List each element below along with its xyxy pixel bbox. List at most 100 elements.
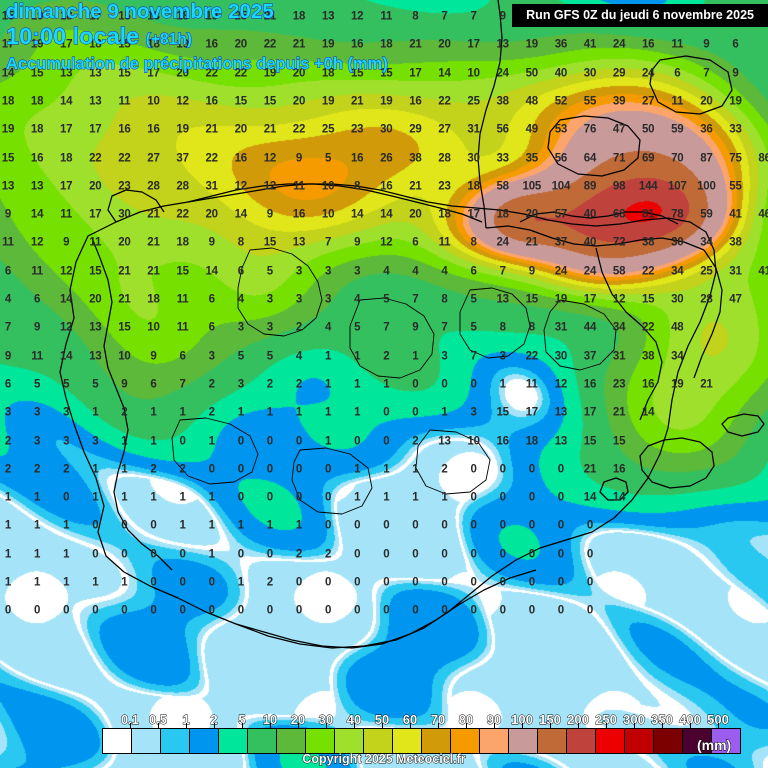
grid-value: 13 (496, 293, 509, 306)
grid-value: 0 (470, 463, 477, 476)
grid-value: 1 (63, 547, 70, 560)
legend-swatch-5 (248, 729, 277, 753)
grid-value: 48 (671, 321, 684, 334)
grid-value: 72 (612, 236, 626, 249)
grid-value: 19 (176, 123, 189, 136)
grid-value: 57 (554, 208, 568, 221)
grid-value: 0 (179, 547, 186, 560)
grid-value: 3 (266, 293, 273, 306)
grid-value: 15 (118, 321, 131, 334)
grid-value: 22 (205, 66, 218, 79)
grid-value: 21 (700, 378, 713, 391)
grid-value: 1 (441, 406, 448, 419)
legend-swatch-21 (712, 729, 740, 753)
grid-value: 21 (147, 236, 160, 249)
grid-value: 4 (237, 293, 244, 306)
grid-value: 5 (324, 151, 332, 164)
grid-value: 7 (412, 293, 419, 306)
grid-value: 0 (383, 406, 390, 419)
grid-value: 3 (499, 349, 506, 362)
grid-value: 0 (266, 434, 273, 447)
grid-value: 1 (354, 378, 361, 391)
grid-value: 3 (295, 293, 303, 306)
forecast-lead-time: (+81h) (145, 30, 192, 48)
grid-value: 2 (324, 547, 332, 560)
grid-value: 0 (470, 604, 477, 617)
grid-value: 1 (150, 434, 157, 447)
grid-value: 3 (63, 434, 70, 447)
grid-value: 3 (470, 406, 477, 419)
grid-value: 15 (583, 434, 597, 447)
grid-value: 0 (179, 576, 186, 589)
grid-value: 21 (583, 463, 597, 476)
grid-value: 18 (438, 208, 451, 221)
legend-swatch-8 (335, 729, 364, 753)
grid-value: 14 (350, 208, 364, 221)
grid-value: 1 (354, 463, 361, 476)
grid-value: 22 (438, 95, 451, 108)
grid-value: 0 (237, 434, 244, 447)
grid-value: 21 (118, 293, 131, 306)
grid-value: 15 (263, 95, 277, 108)
legend-unit-label: (mm) (696, 737, 732, 754)
grid-value: 15 (641, 293, 655, 306)
grid-value: 18 (147, 10, 160, 23)
mediterranean-coast-east (693, 249, 723, 379)
grid-value: 1 (354, 406, 361, 419)
grid-value: 1 (150, 491, 157, 504)
grid-value: 0 (412, 406, 419, 419)
grid-value: 0 (412, 604, 419, 617)
grid-value: 5 (470, 293, 477, 306)
grid-value: 22 (234, 66, 248, 79)
grid-value: 15 (234, 95, 248, 108)
grid-value: 19 (263, 66, 277, 79)
grid-value: 14 (1, 66, 15, 79)
grid-value: 21 (205, 123, 218, 136)
grid-value: 58 (496, 180, 509, 193)
grid-value: 2 (266, 576, 273, 589)
grid-value: 21 (612, 406, 626, 419)
grid-value: 4 (383, 264, 390, 277)
grid-value: 3 (324, 293, 332, 306)
grid-value: 19 (30, 38, 44, 51)
grid-value: 20 (118, 236, 131, 249)
grid-value: 18 (176, 10, 189, 23)
grid-value: 16 (118, 123, 131, 136)
grid-value: 1 (33, 519, 41, 532)
copyright-notice: Copyright 2025 Meteociel.fr (302, 752, 466, 767)
grid-value: 30 (380, 123, 393, 136)
grid-value: 0 (295, 576, 303, 589)
grid-value: 1 (33, 547, 41, 560)
legend-label-70: 70 (430, 712, 446, 728)
grid-value: 30 (118, 208, 131, 221)
grid-value: 13 (496, 38, 509, 51)
legend-label-0.5: 0.5 (148, 712, 168, 728)
grid-value: 8 (354, 180, 361, 193)
grid-value: 18 (380, 38, 393, 51)
grid-value: 9 (412, 321, 419, 334)
grid-value: 1 (354, 491, 361, 504)
grid-value: 19 (321, 95, 335, 108)
grid-value: 12 (59, 264, 73, 277)
grid-value: 9 (354, 236, 361, 249)
grid-value: 34 (612, 321, 626, 334)
grid-value: 5 (63, 378, 70, 391)
grid-value: 1 (324, 406, 332, 419)
grid-value: 1 (324, 349, 332, 362)
grid-value: 19 (525, 38, 539, 51)
grid-value: 1 (150, 406, 157, 419)
grid-value: 11 (671, 38, 684, 51)
grid-value: 40 (583, 236, 597, 249)
grid-value: 15 (118, 10, 131, 23)
grid-value: 14 (205, 264, 218, 277)
france-interior-1 (547, 115, 641, 177)
legend-tick-10 (410, 723, 411, 729)
grid-value: 15 (30, 66, 44, 79)
grid-value: 17 (583, 293, 597, 306)
grid-value: 11 (525, 378, 538, 391)
grid-value: 0 (92, 604, 99, 617)
grid-value: 21 (409, 180, 422, 193)
legend-label-30: 30 (318, 712, 334, 728)
grid-value: 11 (89, 236, 102, 249)
